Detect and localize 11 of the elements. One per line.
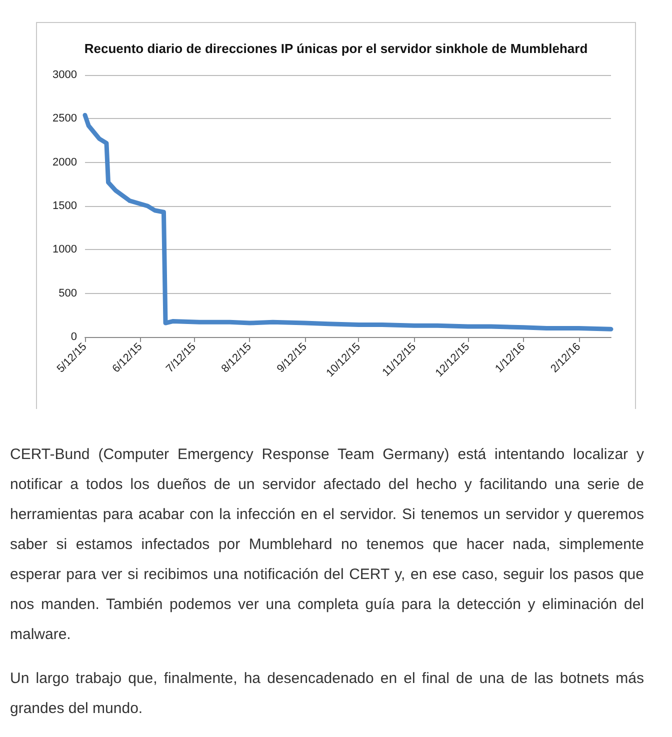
y-tick-label: 0 [70, 331, 77, 343]
text: Un largo trabajo que, finalmente, ha desencadenado en el final de una de las botnets más grandes del mundo. [10, 669, 644, 719]
y-tick-label: 3000 [52, 69, 77, 81]
y-tick-label: 2000 [52, 156, 77, 168]
y-tick-label: 2500 [52, 112, 77, 125]
line-series [82, 112, 614, 332]
text: CERT-Bund (Computer Emergency Response Team Germany) está intentando localizar y notificar a todos los dueños de un servidor afectado del hecho y facilitando una serie de herramientas para acabar con la infección en el servidor. Si tenemos un servidor y queremos saber si estamos infectados por Mumblehard no tenemos que hacer nada, simplemente esperar para ver si recibimos una notificación del CERT y, en ese caso, seguir los pasos que nos manden. También podemos ver una completa guía para la detección y eliminación del malware. [10, 445, 644, 645]
y-tick-label: 1000 [52, 244, 77, 256]
y-tick-label: 500 [58, 287, 77, 300]
y-tick-label: 1500 [52, 200, 77, 212]
chart-title: Recuento diario de direcciones IP únicas por el servidor sinkhole de Mumblehard [84, 41, 588, 56]
